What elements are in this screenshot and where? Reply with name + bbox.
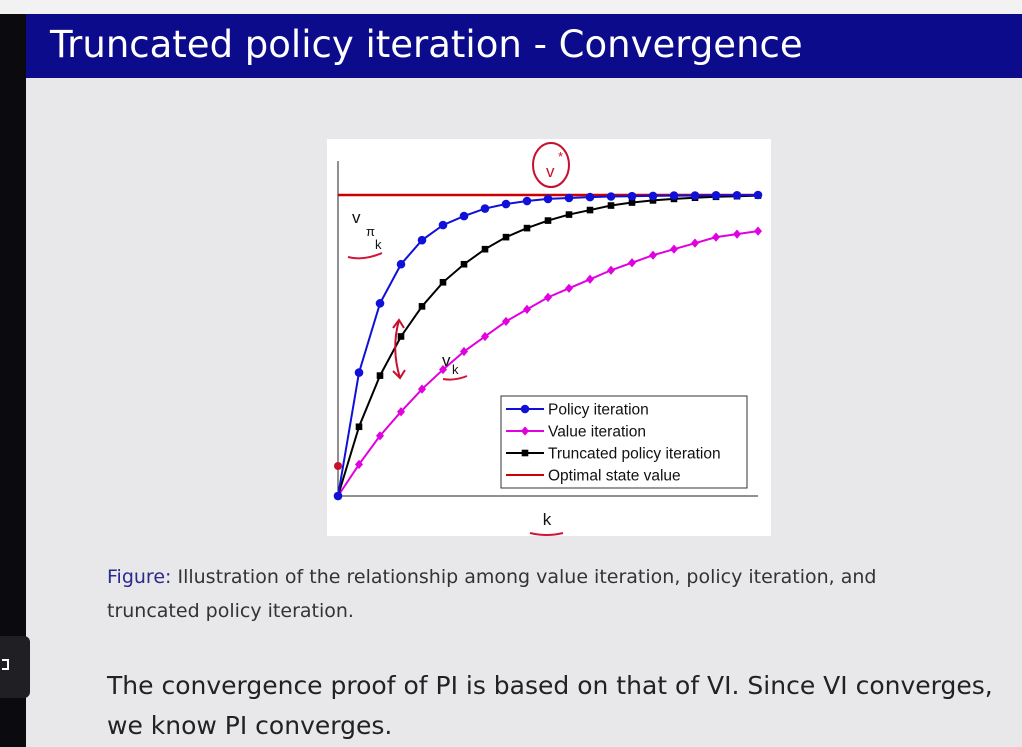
truncated-policy-iteration-point [397, 333, 405, 340]
v-star-superscript: * [558, 149, 563, 164]
value-iteration-point [754, 226, 762, 236]
truncated-policy-iteration-point [439, 278, 447, 286]
legend-marker-value-iteration [521, 426, 529, 436]
value-iteration-point [544, 292, 552, 302]
value-iteration-point [670, 244, 678, 254]
legend-marker-policy-iteration [520, 404, 530, 414]
truncated-policy-iteration-point [628, 199, 636, 206]
v-star-label: v [546, 162, 555, 181]
v-k-label: v [442, 351, 451, 370]
value-iteration-point [691, 238, 699, 248]
legend-label-optimal-state-value: Optimal state value [548, 468, 681, 485]
value-iteration-point [733, 229, 741, 239]
v-k-underline [442, 375, 468, 381]
value-iteration-point [712, 232, 720, 242]
value-iteration-point [607, 265, 615, 275]
x-axis-label: k [543, 510, 552, 529]
slide-title: Truncated policy iteration - Convergence [50, 23, 803, 66]
value-iteration-point [565, 283, 573, 293]
side-panel-toggle[interactable] [0, 636, 30, 698]
policy-iteration-point [753, 190, 763, 200]
policy-iteration-point [564, 193, 574, 203]
policy-iteration-point [627, 191, 637, 201]
policy-iteration-point [732, 191, 742, 200]
truncated-policy-iteration-point [502, 233, 510, 241]
policy-iteration-point [606, 192, 616, 201]
v-pi-k-subscript-k: k [375, 237, 382, 252]
caption-label: Figure: [107, 566, 172, 588]
policy-iteration-point [417, 235, 427, 245]
legend-box [500, 395, 748, 489]
value-iteration-point [586, 274, 594, 284]
value-iteration-point [523, 304, 531, 314]
gap-arrow-curve [394, 319, 401, 379]
truncated-policy-iteration-point [523, 224, 531, 232]
gap-arrow-head-bottom [392, 369, 406, 380]
policy-iteration-point [375, 299, 385, 308]
gap-arrow-head-top [392, 318, 405, 329]
policy-iteration-point [585, 192, 595, 202]
value-iteration-point [397, 407, 405, 417]
truncated-policy-iteration-point [565, 211, 573, 218]
truncated-policy-iteration-point [649, 197, 657, 204]
policy-iteration-point [438, 220, 448, 230]
x-label-underline [529, 532, 564, 536]
origin-mark [334, 462, 342, 470]
policy-iteration-point [711, 191, 721, 200]
panel-toggle-icon [2, 659, 9, 670]
v-pi-k-label: v [352, 208, 361, 227]
top-strip [0, 0, 1022, 14]
policy-iteration-point [333, 491, 343, 501]
v-pi-k-subscript: π [366, 224, 375, 239]
policy-iteration-point [543, 194, 553, 204]
left-edge-bar [0, 14, 26, 747]
policy-iteration-point [690, 191, 700, 200]
caption-text: Illustration of the relationship among v… [107, 566, 877, 622]
v-pi-k-underline [347, 252, 383, 260]
v-k-subscript: k [452, 362, 459, 377]
policy-iteration-point [459, 211, 469, 221]
legend-marker-truncated-policy-iteration [521, 449, 529, 457]
legend-label-policy-iteration: Policy iteration [548, 402, 649, 419]
truncated-policy-iteration-point [481, 245, 489, 253]
truncated-policy-iteration-point [376, 372, 384, 379]
policy-iteration-point [669, 191, 679, 200]
policy-iteration-point [501, 199, 511, 209]
legend-label-value-iteration: Value iteration [548, 424, 646, 441]
truncated-policy-iteration-point [544, 217, 552, 224]
policy-iteration-point [480, 204, 490, 213]
truncated-policy-iteration-point [460, 260, 468, 268]
v-star-circle [532, 142, 570, 188]
policy-iteration-point [354, 368, 364, 377]
value-iteration-point [355, 459, 363, 469]
truncated-policy-iteration-point [355, 423, 363, 431]
truncated-policy-iteration-point [586, 206, 594, 214]
legend-label-truncated-policy-iteration: Truncated policy iteration [548, 446, 721, 463]
title-bar: Truncated policy iteration - Convergence [26, 14, 1022, 78]
chart-figure: k v * v π k v k Policy iteration Value iteration T… [327, 139, 771, 536]
figure-caption: Figure: Illustration of the relationship… [107, 560, 967, 628]
value-iteration-point [649, 250, 657, 260]
value-iteration-point [376, 431, 384, 441]
truncated-policy-iteration-point [418, 303, 426, 310]
truncated-policy-iteration-point [607, 202, 615, 209]
policy-iteration-point [396, 259, 406, 269]
policy-iteration-point [648, 191, 658, 201]
policy-iteration-point [522, 196, 532, 206]
value-iteration-point [628, 258, 636, 268]
body-paragraph: The convergence proof of PI is based on … [107, 671, 993, 740]
